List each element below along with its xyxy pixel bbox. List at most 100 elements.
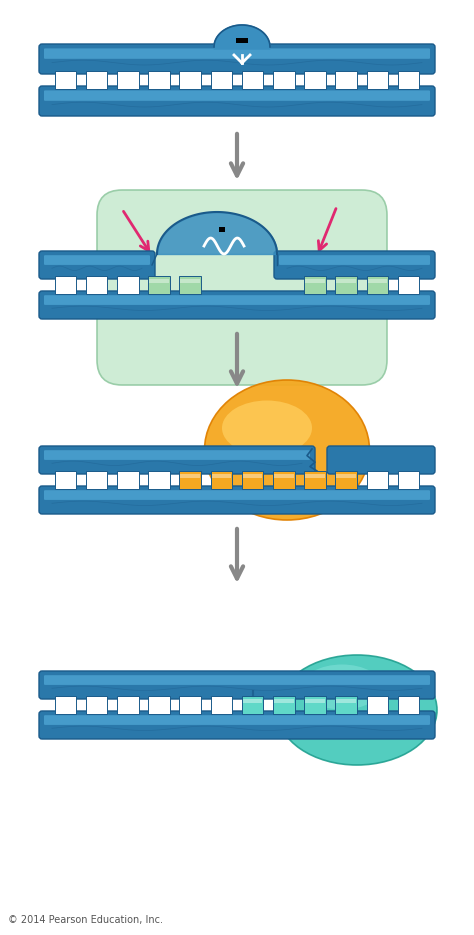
Bar	[86, 276, 107, 294]
FancyBboxPatch shape	[44, 450, 310, 460]
Bar	[118, 279, 137, 283]
FancyBboxPatch shape	[39, 44, 435, 74]
Bar	[368, 279, 387, 283]
Bar	[336, 471, 357, 489]
Bar	[55, 276, 76, 294]
Bar	[273, 471, 294, 489]
Bar	[399, 74, 419, 79]
Bar	[219, 227, 225, 232]
FancyBboxPatch shape	[39, 671, 435, 699]
Bar	[305, 698, 325, 703]
FancyBboxPatch shape	[327, 446, 435, 474]
Bar	[210, 471, 232, 489]
Bar	[87, 698, 106, 703]
Bar	[149, 698, 169, 703]
Bar	[243, 74, 262, 79]
Bar	[118, 698, 137, 703]
Bar	[117, 696, 138, 714]
Bar	[148, 696, 170, 714]
Bar	[55, 74, 75, 79]
FancyBboxPatch shape	[44, 675, 430, 685]
Bar	[368, 74, 387, 79]
Bar	[399, 474, 419, 478]
Bar	[118, 474, 137, 478]
Bar	[55, 696, 76, 714]
Bar	[337, 279, 356, 283]
Bar	[274, 474, 293, 478]
Bar	[180, 276, 201, 294]
Bar	[180, 71, 201, 89]
Bar	[337, 698, 356, 703]
Bar	[398, 471, 419, 489]
Bar	[399, 279, 419, 283]
Bar	[86, 471, 107, 489]
Bar	[242, 71, 264, 89]
Bar	[210, 71, 232, 89]
FancyBboxPatch shape	[44, 295, 430, 305]
Ellipse shape	[222, 400, 312, 455]
Bar	[304, 696, 326, 714]
Bar	[210, 696, 232, 714]
Bar	[368, 698, 387, 703]
Bar	[87, 74, 106, 79]
Bar	[55, 471, 76, 489]
FancyBboxPatch shape	[39, 291, 435, 319]
Bar	[305, 279, 325, 283]
Bar	[148, 471, 170, 489]
Bar	[398, 696, 419, 714]
FancyBboxPatch shape	[39, 486, 435, 514]
FancyBboxPatch shape	[97, 190, 387, 385]
Bar	[149, 279, 169, 283]
FancyBboxPatch shape	[39, 446, 315, 474]
Bar	[55, 698, 75, 703]
Bar	[304, 71, 326, 89]
Bar	[148, 71, 170, 89]
FancyBboxPatch shape	[279, 255, 430, 265]
Bar	[149, 74, 169, 79]
Bar	[212, 698, 231, 703]
Bar	[305, 74, 325, 79]
Bar	[181, 74, 200, 79]
Bar	[243, 698, 262, 703]
Bar	[181, 279, 200, 283]
Bar	[368, 474, 387, 478]
Text: © 2014 Pearson Education, Inc.: © 2014 Pearson Education, Inc.	[8, 915, 163, 925]
FancyBboxPatch shape	[39, 711, 435, 739]
Bar	[398, 276, 419, 294]
Bar	[149, 474, 169, 478]
Bar	[236, 38, 248, 43]
Bar	[118, 74, 137, 79]
FancyBboxPatch shape	[39, 251, 155, 279]
Bar	[337, 474, 356, 478]
Bar	[337, 74, 356, 79]
Bar	[242, 471, 264, 489]
Bar	[273, 696, 294, 714]
Bar	[180, 696, 201, 714]
Bar	[117, 71, 138, 89]
Bar	[367, 471, 388, 489]
Bar	[148, 276, 170, 294]
Bar	[305, 474, 325, 478]
Bar	[117, 471, 138, 489]
Bar	[212, 474, 231, 478]
Polygon shape	[214, 25, 270, 49]
FancyBboxPatch shape	[44, 91, 430, 101]
Bar	[86, 71, 107, 89]
Bar	[212, 74, 231, 79]
Bar	[336, 276, 357, 294]
Bar	[87, 474, 106, 478]
Bar	[86, 696, 107, 714]
FancyBboxPatch shape	[274, 251, 435, 279]
Ellipse shape	[204, 380, 370, 520]
Bar	[273, 71, 294, 89]
Bar	[367, 696, 388, 714]
Bar	[398, 71, 419, 89]
Bar	[55, 71, 76, 89]
Bar	[304, 276, 326, 294]
Ellipse shape	[302, 665, 382, 710]
Bar	[304, 471, 326, 489]
Bar	[274, 74, 293, 79]
Bar	[274, 698, 293, 703]
Bar	[87, 279, 106, 283]
FancyBboxPatch shape	[44, 715, 430, 725]
